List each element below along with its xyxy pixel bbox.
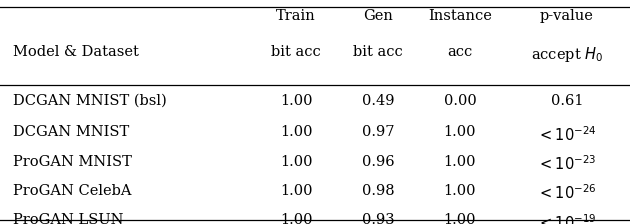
- Text: 0.96: 0.96: [362, 155, 394, 168]
- Text: 0.49: 0.49: [362, 94, 394, 108]
- Text: bit acc: bit acc: [353, 45, 403, 59]
- Text: Train: Train: [276, 9, 316, 23]
- Text: $< 10^{-24}$: $< 10^{-24}$: [537, 125, 597, 144]
- Text: DCGAN MNIST: DCGAN MNIST: [13, 125, 129, 139]
- Text: 1.00: 1.00: [444, 213, 476, 224]
- Text: 1.00: 1.00: [280, 213, 312, 224]
- Text: Instance: Instance: [428, 9, 492, 23]
- Text: 1.00: 1.00: [444, 155, 476, 168]
- Text: 0.93: 0.93: [362, 213, 394, 224]
- Text: Gen: Gen: [363, 9, 393, 23]
- Text: acc: acc: [447, 45, 472, 59]
- Text: accept $H_0$: accept $H_0$: [531, 45, 603, 64]
- Text: $< 10^{-19}$: $< 10^{-19}$: [537, 213, 597, 224]
- Text: 0.98: 0.98: [362, 184, 394, 198]
- Text: ProGAN CelebA: ProGAN CelebA: [13, 184, 131, 198]
- Text: 1.00: 1.00: [280, 125, 312, 139]
- Text: ProGAN MNIST: ProGAN MNIST: [13, 155, 132, 168]
- Text: DCGAN MNIST (bsl): DCGAN MNIST (bsl): [13, 94, 166, 108]
- Text: $< 10^{-26}$: $< 10^{-26}$: [537, 184, 597, 202]
- Text: 0.61: 0.61: [551, 94, 583, 108]
- Text: 1.00: 1.00: [444, 125, 476, 139]
- Text: ProGAN LSUN: ProGAN LSUN: [13, 213, 123, 224]
- Text: Model & Dataset: Model & Dataset: [13, 45, 139, 59]
- Text: bit acc: bit acc: [272, 45, 321, 59]
- Text: 0.97: 0.97: [362, 125, 394, 139]
- Text: p-value: p-value: [540, 9, 594, 23]
- Text: 1.00: 1.00: [444, 184, 476, 198]
- Text: $< 10^{-23}$: $< 10^{-23}$: [537, 155, 597, 173]
- Text: 1.00: 1.00: [280, 155, 312, 168]
- Text: 1.00: 1.00: [280, 94, 312, 108]
- Text: 0.00: 0.00: [444, 94, 476, 108]
- Text: 1.00: 1.00: [280, 184, 312, 198]
